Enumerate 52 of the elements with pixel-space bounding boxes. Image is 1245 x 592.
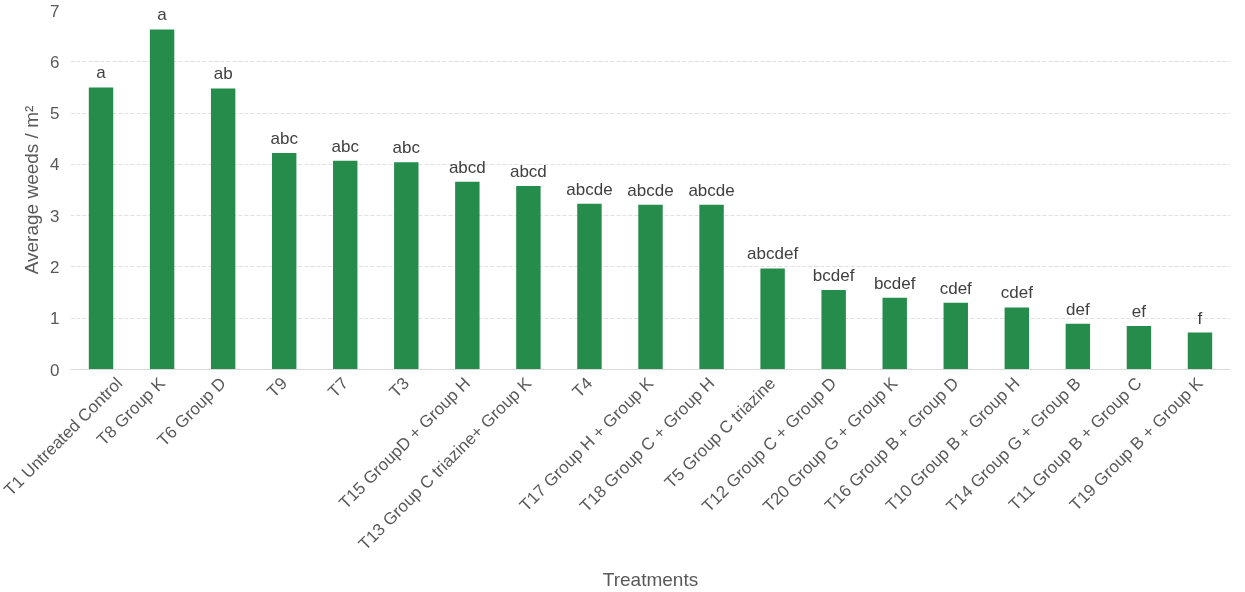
- bar: [333, 160, 358, 370]
- y-tick-label: 0: [50, 360, 60, 380]
- bar: [149, 29, 175, 370]
- bar: [699, 204, 724, 370]
- bar: [882, 297, 907, 370]
- x-tick-label: T9: [263, 373, 291, 402]
- bar: [577, 203, 602, 370]
- data-label: a: [157, 5, 168, 25]
- bar: [943, 302, 968, 370]
- y-tick-label: 1: [50, 309, 60, 329]
- data-label: f: [1197, 308, 1203, 328]
- data-label: abcde: [627, 180, 674, 200]
- data-label: cdef: [1000, 283, 1034, 303]
- bar: [1004, 307, 1030, 370]
- bar: [88, 87, 114, 370]
- data-label: abcd: [448, 157, 486, 177]
- x-tick-label: T7: [324, 373, 352, 402]
- bar: [455, 181, 480, 370]
- bar: [821, 290, 846, 370]
- bar: [210, 88, 236, 370]
- bar: [1126, 325, 1152, 370]
- data-label: abcd: [509, 161, 547, 181]
- bar: [394, 162, 419, 370]
- x-axis-title: Treatments: [602, 568, 699, 590]
- y-tick-label: 4: [50, 155, 60, 175]
- y-axis-title: Average weeds / m²: [21, 105, 43, 275]
- data-label: bcdef: [812, 266, 855, 286]
- data-label: abc: [331, 136, 360, 156]
- data-label: a: [96, 63, 107, 83]
- bar: [271, 153, 297, 370]
- data-label: ab: [213, 64, 233, 84]
- bar: [1187, 332, 1213, 370]
- data-label: def: [1066, 299, 1090, 319]
- bar: [516, 185, 541, 370]
- data-label: ef: [1131, 301, 1147, 321]
- y-tick-label: 6: [50, 52, 60, 72]
- data-label: abcdef: [747, 244, 799, 264]
- y-tick-label: 3: [50, 206, 60, 226]
- data-label: abcde: [688, 180, 735, 200]
- data-label: cdef: [939, 278, 973, 298]
- y-tick-label: 7: [50, 1, 60, 21]
- y-tick-label: 2: [50, 257, 60, 277]
- x-tick-label: T4: [568, 373, 597, 402]
- bar: [638, 204, 663, 370]
- y-tick-label: 5: [50, 104, 60, 124]
- data-label: abc: [270, 129, 299, 149]
- bar: [760, 268, 785, 370]
- x-tick-label: T3: [385, 373, 414, 402]
- data-label: abc: [392, 138, 421, 158]
- data-label: bcdef: [873, 273, 916, 293]
- bar: [1065, 323, 1091, 370]
- data-label: abcde: [566, 179, 613, 199]
